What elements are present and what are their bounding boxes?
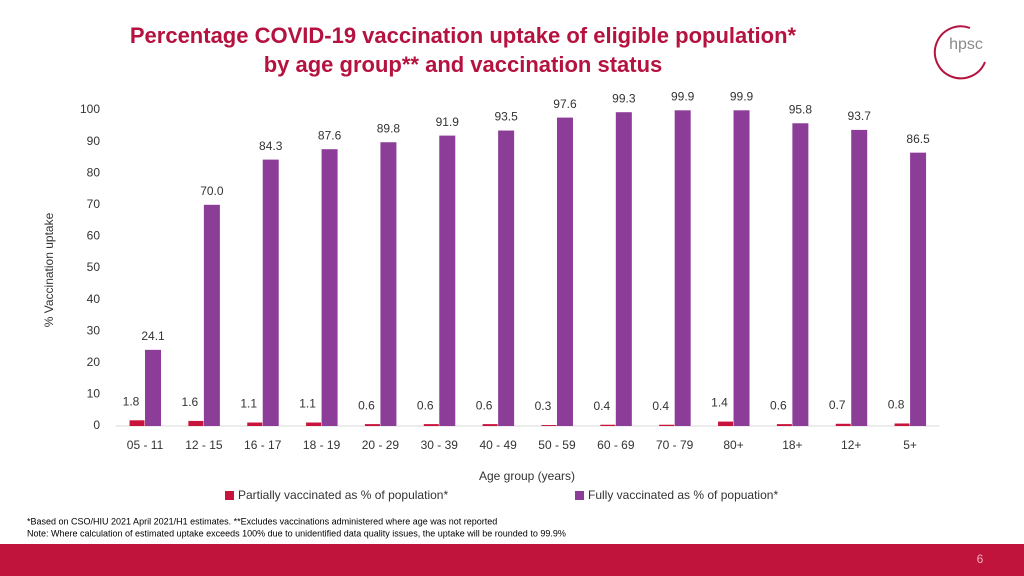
data-label: 93.5 — [494, 110, 518, 124]
x-tick-label: 20 - 29 — [362, 438, 400, 452]
bar — [203, 204, 220, 426]
y-tick-label: 100 — [80, 102, 100, 116]
data-label: 0.7 — [829, 398, 846, 412]
footnote: *Based on CSO/HIU 2021 April 2021/H1 est… — [27, 516, 497, 526]
x-tick-label: 16 - 17 — [244, 438, 282, 452]
x-axis-label: Age group (years) — [479, 469, 575, 483]
bar — [615, 112, 632, 426]
x-tick-label: 70 - 79 — [656, 438, 694, 452]
y-tick-label: 30 — [87, 323, 101, 337]
chart-title: Percentage COVID-19 vaccination uptake o… — [130, 23, 797, 48]
y-axis-label: % Vaccination uptake — [42, 212, 56, 327]
legend-swatch — [225, 491, 234, 500]
bar — [835, 423, 851, 426]
x-tick-label: 18+ — [782, 438, 802, 452]
bar — [556, 117, 573, 427]
data-label: 99.3 — [612, 91, 636, 105]
data-label: 1.4 — [711, 396, 728, 410]
bar — [792, 123, 809, 426]
data-label: 86.5 — [906, 132, 930, 146]
bar — [776, 424, 792, 426]
y-tick-label: 50 — [87, 260, 101, 274]
footer-band — [0, 544, 1024, 576]
legend-swatch — [575, 491, 584, 500]
bar — [851, 129, 868, 426]
x-tick-label: 40 - 49 — [479, 438, 517, 452]
bar — [262, 159, 279, 426]
bar — [659, 424, 675, 426]
bar — [718, 421, 734, 426]
data-label: 0.4 — [593, 399, 610, 413]
bar — [306, 422, 322, 426]
x-tick-label: 12 - 15 — [185, 438, 223, 452]
legend-label: Partially vaccinated as % of population* — [238, 488, 448, 502]
legend-label: Fully vaccinated as % of popuation* — [588, 488, 778, 502]
bar — [380, 142, 397, 426]
data-label: 1.1 — [299, 397, 316, 411]
data-label: 91.9 — [436, 115, 460, 129]
bar — [129, 420, 145, 426]
data-label: 95.8 — [789, 102, 813, 116]
bar — [498, 130, 515, 427]
page-number: 6 — [977, 552, 984, 566]
data-label: 24.1 — [141, 329, 165, 343]
footnote: Note: Where calculation of estimated upt… — [27, 528, 566, 538]
x-tick-label: 12+ — [841, 438, 861, 452]
data-label: 87.6 — [318, 128, 342, 142]
y-tick-label: 40 — [87, 292, 101, 306]
data-label: 84.3 — [259, 139, 283, 153]
y-tick-label: 20 — [87, 355, 101, 369]
data-label: 0.4 — [652, 399, 669, 413]
y-tick-label: 60 — [87, 229, 101, 243]
x-tick-label: 5+ — [903, 438, 917, 452]
bar — [364, 424, 380, 426]
data-label: 0.6 — [417, 398, 434, 412]
data-label: 0.8 — [888, 398, 905, 412]
bar — [600, 424, 616, 426]
bar — [482, 424, 498, 426]
chart-title: by age group** and vaccination status — [264, 52, 663, 77]
x-tick-label: 80+ — [723, 438, 743, 452]
data-label: 70.0 — [200, 184, 224, 198]
bar — [247, 422, 263, 426]
bar — [910, 152, 927, 426]
data-label: 1.1 — [240, 397, 257, 411]
x-tick-label: 18 - 19 — [303, 438, 341, 452]
data-label: 0.6 — [770, 398, 787, 412]
data-label: 1.8 — [123, 394, 140, 408]
y-tick-label: 80 — [87, 165, 101, 179]
y-tick-label: 70 — [87, 197, 101, 211]
bar — [145, 349, 162, 426]
bar — [674, 110, 691, 426]
data-label: 99.9 — [730, 89, 754, 103]
data-label: 1.6 — [182, 395, 199, 409]
data-label: 89.8 — [377, 121, 401, 135]
x-tick-label: 30 - 39 — [421, 438, 459, 452]
data-label: 0.6 — [476, 398, 493, 412]
x-tick-label: 50 - 59 — [538, 438, 576, 452]
data-label: 0.3 — [535, 399, 552, 413]
y-tick-label: 10 — [87, 387, 101, 401]
x-tick-label: 60 - 69 — [597, 438, 635, 452]
bar — [188, 420, 204, 426]
data-label: 99.9 — [671, 89, 695, 103]
x-tick-label: 05 - 11 — [127, 438, 164, 452]
bar — [321, 149, 338, 426]
bar — [894, 423, 910, 426]
logo: hpsc — [949, 36, 983, 53]
logo-swirl — [933, 25, 986, 80]
bar — [423, 424, 439, 426]
bar — [541, 425, 557, 426]
data-label: 97.6 — [553, 97, 577, 111]
data-label: 0.6 — [358, 398, 375, 412]
bar — [439, 135, 456, 426]
data-label: 93.7 — [848, 109, 872, 123]
bar — [733, 110, 750, 426]
y-tick-label: 90 — [87, 134, 101, 148]
y-tick-label: 0 — [93, 418, 100, 432]
